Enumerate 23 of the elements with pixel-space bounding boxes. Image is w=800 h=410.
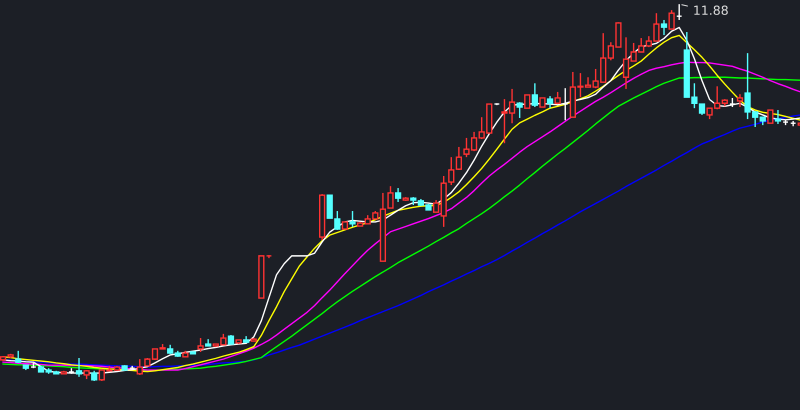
- candlestick: [387, 185, 394, 209]
- candlestick: [394, 187, 402, 203]
- candlestick: [15, 350, 22, 364]
- candlestick: [76, 357, 82, 378]
- candlestick: [228, 334, 234, 345]
- candlestick: [91, 370, 98, 382]
- candlestick: [668, 9, 675, 30]
- candlestick: [136, 358, 143, 376]
- candlestick: [532, 82, 538, 108]
- candlestick: [546, 95, 554, 109]
- candlestick: [516, 101, 523, 119]
- candlestick: [660, 19, 668, 36]
- candlestick: [554, 91, 561, 104]
- candlestick: [676, 3, 682, 21]
- candlestick: [83, 369, 90, 380]
- candlestick: [349, 210, 356, 228]
- candlestick: [539, 97, 546, 108]
- candlestick: [767, 109, 774, 124]
- candlestick: [197, 337, 204, 353]
- candlestick: [524, 94, 530, 109]
- candlestick: [736, 94, 744, 108]
- candlestick: [774, 109, 782, 125]
- annotation: 11.88: [694, 5, 728, 15]
